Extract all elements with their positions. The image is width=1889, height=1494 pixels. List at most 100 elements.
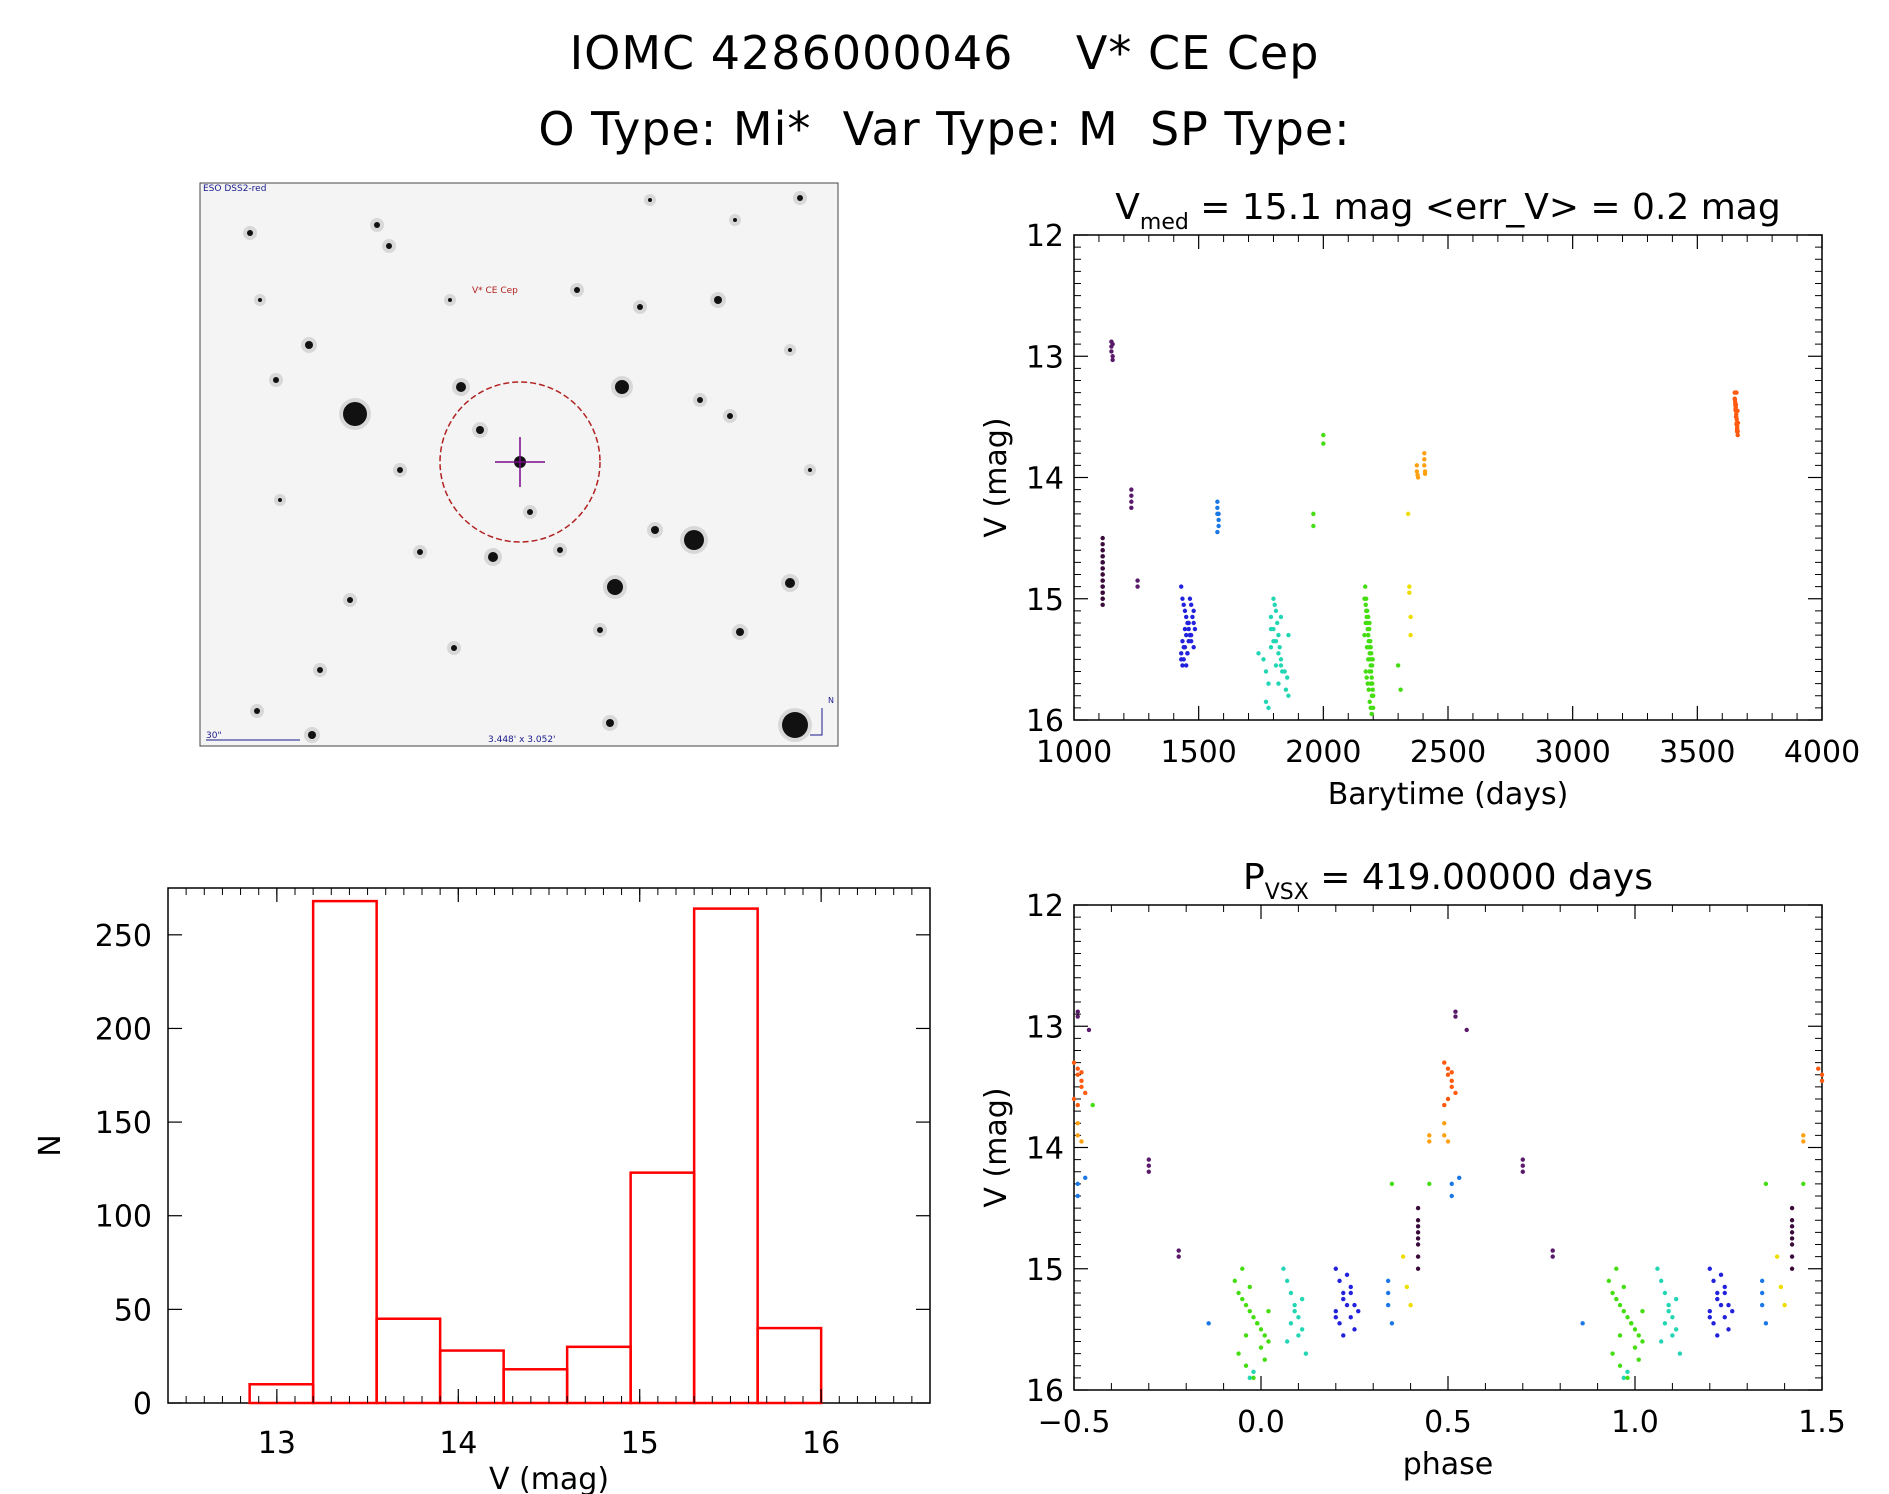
data-point: [1281, 1266, 1286, 1271]
data-point: [1677, 1351, 1683, 1356]
data-point: [1256, 651, 1261, 656]
data-point: [1266, 705, 1271, 711]
x-tick-label: 3000: [1534, 735, 1610, 770]
data-point: [1632, 1345, 1638, 1350]
data-point: [1368, 638, 1373, 644]
data-point: [1789, 1266, 1795, 1271]
chart-title-subscript: med: [1140, 210, 1189, 235]
data-point: [1284, 1339, 1290, 1344]
data-point: [1365, 681, 1370, 686]
star: [258, 298, 262, 302]
data-point: [1415, 1266, 1421, 1271]
data-point: [1321, 441, 1326, 446]
data-point: [1707, 1266, 1713, 1271]
data-point: [1759, 1290, 1765, 1296]
data-point: [1711, 1278, 1716, 1284]
data-point: [1341, 1290, 1346, 1296]
data-point: [1550, 1248, 1555, 1253]
y-tick-label: 16: [1026, 1374, 1064, 1409]
x-tick-label: 0.5: [1424, 1405, 1472, 1440]
data-point: [1273, 663, 1279, 668]
data-point: [1258, 1345, 1264, 1350]
data-point: [1625, 1375, 1630, 1381]
data-point: [1368, 645, 1373, 650]
data-point: [1292, 1302, 1297, 1308]
data-point: [1629, 1321, 1634, 1326]
data-point: [1614, 1296, 1619, 1302]
data-point: [1449, 1070, 1454, 1075]
data-point: [1296, 1333, 1301, 1338]
data-point: [1385, 1278, 1391, 1284]
data-point: [1367, 669, 1372, 674]
data-point: [1303, 1351, 1309, 1356]
star: [347, 597, 353, 603]
data-point: [1580, 1321, 1585, 1326]
chart-title-main: P: [1243, 857, 1265, 898]
data-point: [1243, 1302, 1249, 1308]
y-tick-label: 16: [1026, 704, 1064, 739]
chart-title: PVSX = 419.00000 days: [1243, 857, 1653, 905]
data-point: [1395, 663, 1401, 668]
data-point: [1445, 1096, 1451, 1102]
data-point: [1266, 1339, 1271, 1344]
x-tick-label: 2000: [1285, 735, 1361, 770]
data-point: [1422, 463, 1427, 468]
star: [386, 243, 392, 249]
figure-title-line2: O Type: Mi* Var Type: M SP Type:: [538, 102, 1351, 156]
data-point: [1247, 1375, 1252, 1381]
data-point: [1110, 357, 1115, 363]
star: [397, 467, 403, 473]
data-point: [1726, 1327, 1731, 1332]
data-point: [1100, 554, 1105, 559]
data-point: [1275, 620, 1280, 626]
compass-arrows: [810, 708, 823, 736]
scale-label: 30": [206, 731, 222, 741]
data-point: [1453, 1090, 1458, 1096]
data-point: [1184, 614, 1189, 620]
data-point: [1086, 1027, 1092, 1033]
data-point: [1453, 1014, 1458, 1019]
data-point: [1236, 1290, 1241, 1296]
data-point: [1299, 1296, 1305, 1302]
star: [785, 578, 795, 588]
data-point: [1100, 602, 1105, 608]
data-point: [1365, 608, 1370, 614]
data-point: [1759, 1278, 1765, 1284]
data-point: [1670, 1333, 1675, 1338]
star: [736, 628, 744, 636]
star: [476, 426, 484, 434]
data-point: [1801, 1181, 1806, 1187]
data-point: [1614, 1266, 1619, 1271]
data-point: [1449, 1181, 1454, 1187]
data-point: [1550, 1254, 1555, 1259]
data-point: [1215, 505, 1220, 511]
data-point: [1276, 651, 1281, 656]
data-point: [1100, 535, 1105, 541]
data-point: [1366, 687, 1371, 692]
star: [782, 712, 808, 738]
data-point: [1636, 1357, 1641, 1362]
data-point: [1385, 1290, 1391, 1296]
data-point: [1276, 632, 1281, 638]
data-point: [1427, 1181, 1432, 1187]
data-point: [1625, 1315, 1630, 1320]
data-point: [1819, 1072, 1825, 1077]
data-point: [1251, 1375, 1256, 1381]
data-point: [1261, 657, 1266, 662]
data-point: [1266, 1308, 1271, 1314]
star: [451, 645, 457, 651]
star: [651, 526, 659, 534]
data-point: [1414, 469, 1420, 474]
data-point: [1079, 1084, 1084, 1090]
data-point: [1180, 638, 1185, 644]
data-point: [1186, 620, 1191, 626]
data-point: [1520, 1157, 1526, 1162]
data-point: [1181, 602, 1186, 608]
data-point: [1190, 614, 1195, 620]
data-point: [1110, 354, 1115, 359]
data-point: [1722, 1315, 1727, 1320]
data-point: [1407, 584, 1412, 589]
histogram-bar: [629, 1171, 696, 1405]
data-point: [1129, 487, 1134, 492]
star: [637, 304, 643, 310]
